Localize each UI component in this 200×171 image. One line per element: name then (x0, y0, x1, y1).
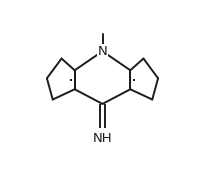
Text: NH: NH (93, 132, 112, 145)
Text: N: N (98, 45, 107, 58)
